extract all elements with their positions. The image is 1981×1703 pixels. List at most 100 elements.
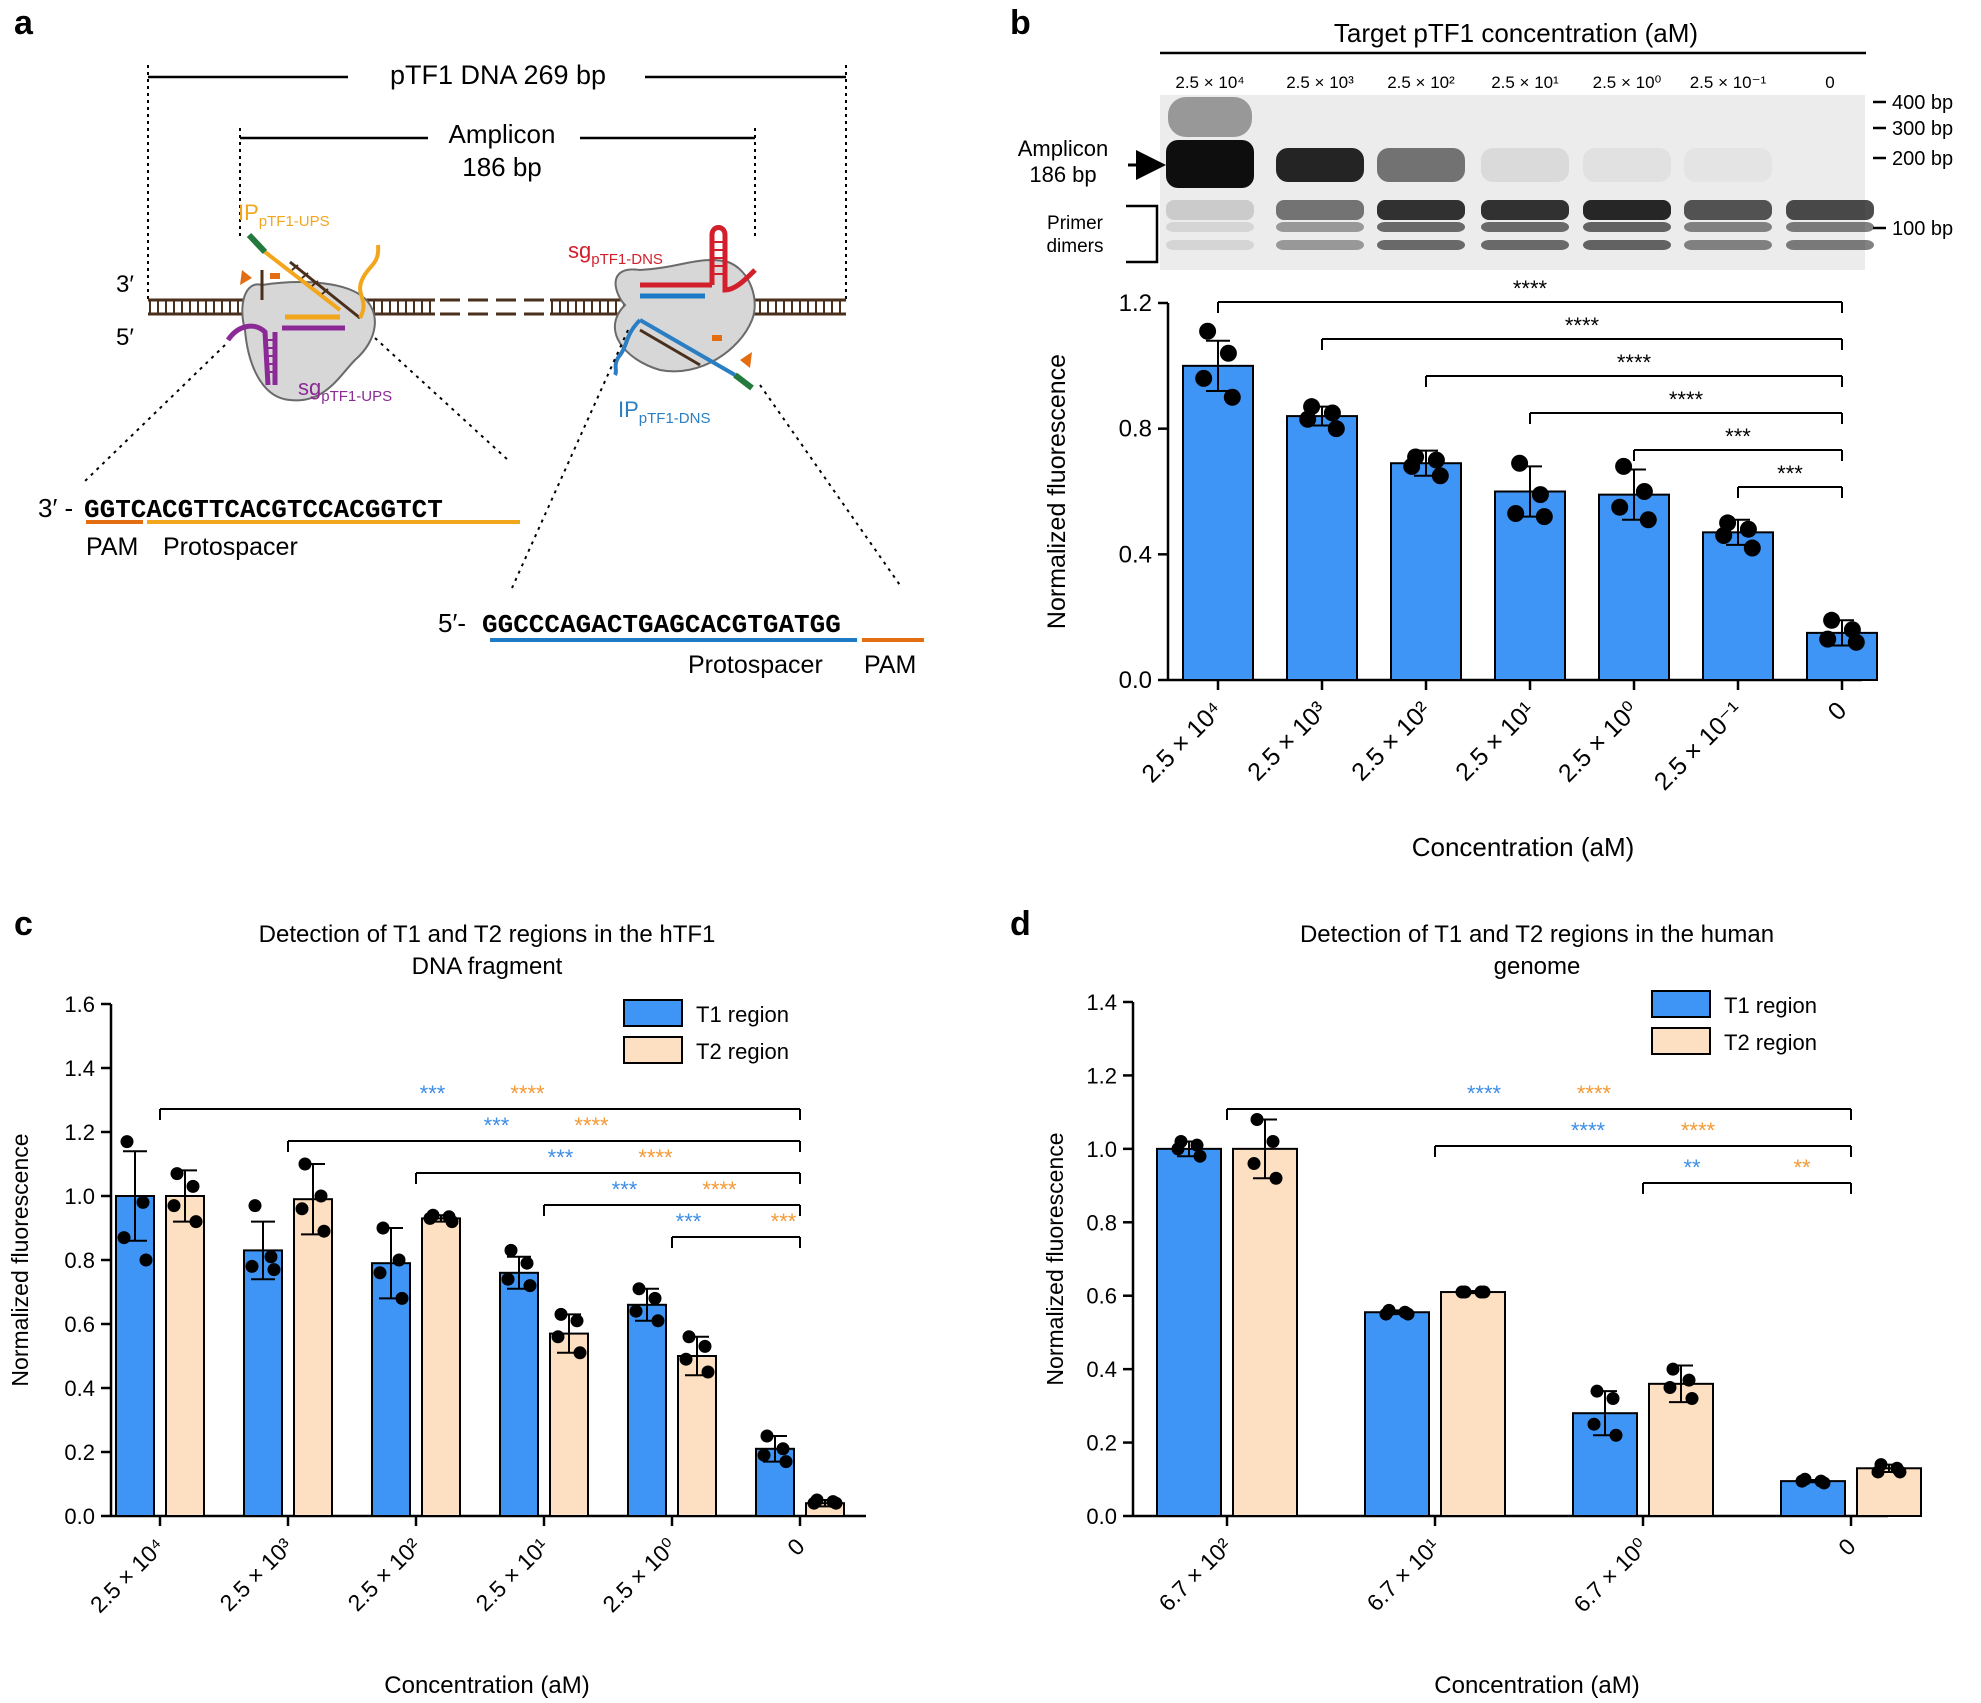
legend-label: T2 region: [1724, 1030, 1817, 1055]
bar: [627, 1303, 667, 1518]
data-point: [698, 1339, 712, 1353]
gel-lane-label: 2.5 × 10⁻¹: [1690, 73, 1767, 92]
y-tick-label: 0.4: [1086, 1357, 1117, 1382]
x-tick-label: 2.5 × 10²: [342, 1533, 425, 1616]
gel-amplicon-label-2: 186 bp: [1029, 162, 1096, 187]
data-point: [1401, 1307, 1415, 1321]
data-point: [1615, 457, 1633, 475]
data-point: [1193, 1149, 1207, 1163]
y-axis-label: Normalized fluorescence: [1043, 354, 1071, 629]
y-tick-label: 1.2: [1086, 1063, 1117, 1088]
data-point: [651, 1314, 665, 1328]
data-point: [295, 1202, 309, 1216]
gel-primer-band: [1481, 200, 1569, 220]
y-tick-label: 0.0: [1119, 667, 1152, 694]
sg-upstream-sub: pTF1-UPS: [321, 388, 392, 405]
x-tick-label: 2.5 × 10³: [1242, 696, 1332, 786]
data-point: [629, 1304, 643, 1318]
data-point: [523, 1279, 537, 1293]
x-tick-label: 2.5 × 10⁴: [85, 1533, 170, 1618]
gel-lane-label: 2.5 × 10⁴: [1175, 73, 1244, 92]
gel-primer-band: [1583, 222, 1671, 232]
ip-downstream-label: IPpTF1-DNS: [618, 397, 710, 427]
data-point: [554, 1307, 568, 1321]
data-point: [1715, 526, 1733, 544]
data-point: [167, 1199, 181, 1213]
gel-marker-label: 300 bp: [1892, 118, 1953, 140]
data-point: [1269, 1171, 1283, 1185]
y-tick-label: 0.8: [64, 1248, 95, 1273]
bar: [1598, 493, 1670, 681]
chart-title-line-2: genome: [1494, 953, 1581, 980]
gel-primer-band: [1786, 200, 1874, 220]
x-tick-label: 0: [1823, 696, 1853, 726]
bar: [243, 1249, 283, 1518]
legend-swatch: [623, 999, 683, 1027]
legend-swatch: [623, 1036, 683, 1064]
significance-label-t2: **: [1793, 1155, 1811, 1180]
significance-label-t2: ****: [574, 1113, 609, 1138]
gel-primer-band: [1583, 200, 1671, 220]
data-point: [573, 1346, 587, 1360]
bar: [1156, 1147, 1222, 1518]
significance-label-t2: ****: [638, 1145, 673, 1170]
panel-label-d: d: [1010, 905, 1031, 943]
data-point: [1507, 504, 1525, 522]
gel-primer-band: [1377, 240, 1465, 250]
strand-5-label: 5′: [116, 324, 134, 351]
data-point: [648, 1291, 662, 1305]
panel-label-a: a: [14, 4, 34, 42]
data-point: [1609, 1428, 1623, 1442]
data-point: [245, 1259, 259, 1273]
y-axis-label: Normalized fluorescence: [1042, 1132, 1068, 1385]
data-point: [1739, 520, 1757, 538]
ip-upstream-probe: [240, 232, 381, 320]
data-point: [1743, 539, 1761, 557]
bar: [165, 1195, 205, 1517]
seq1-prefix: 3′ -: [38, 493, 73, 523]
gel-well-smear: [1168, 97, 1252, 137]
data-point: [373, 1266, 387, 1280]
significance-label-t2: ****: [1681, 1118, 1716, 1143]
data-point: [314, 1189, 328, 1203]
y-tick-label: 0.4: [64, 1376, 95, 1401]
sg-downstream-sub: pTF1-DNS: [591, 251, 663, 268]
gel-primer-band: [1481, 222, 1569, 232]
data-point: [1223, 388, 1241, 406]
y-tick-label: 0.8: [1119, 416, 1152, 443]
x-axis-label: Concentration (aM): [1412, 832, 1635, 862]
gel-marker-label: 200 bp: [1892, 148, 1953, 170]
gel-amplicon-label-1: Amplicon: [1018, 136, 1108, 161]
seq2-protospacer-label: Protospacer: [688, 651, 823, 679]
gel-lane-label: 2.5 × 10³: [1286, 73, 1354, 92]
significance-label-t1: ***: [484, 1113, 510, 1138]
y-tick-label: 0.0: [64, 1504, 95, 1529]
x-tick-label: 6.7 × 10⁰: [1568, 1533, 1652, 1617]
data-point: [1590, 1384, 1604, 1398]
zoom-line-1a: [83, 344, 226, 483]
gel-primer-band: [1786, 222, 1874, 232]
seq2-prefix: 5′-: [438, 608, 466, 638]
zoom-line-2a: [511, 329, 629, 589]
data-point: [445, 1215, 459, 1229]
y-tick-label: 1.6: [64, 992, 95, 1017]
significance-label-t1: ****: [1467, 1081, 1502, 1106]
significance-label-t2: ****: [510, 1081, 545, 1106]
panel-b-gel: Target pTF1 concentration (aM) 2.5 × 10⁴…: [1018, 18, 1953, 270]
bar: [293, 1198, 333, 1517]
data-point: [1403, 457, 1421, 475]
bar: [1648, 1382, 1714, 1518]
data-point: [1171, 1142, 1185, 1156]
bar: [1232, 1147, 1298, 1518]
bar: [1286, 415, 1358, 681]
gel-lane-label: 0: [1825, 73, 1834, 92]
x-tick-label: 2.5 × 10¹: [470, 1533, 553, 1616]
gel-primer-band: [1276, 240, 1364, 250]
significance-label-t2: ****: [702, 1177, 737, 1202]
legend-label: T1 region: [1724, 993, 1817, 1018]
x-tick-label: 2.5 × 10⁰: [597, 1533, 681, 1617]
x-tick-label: 0: [1833, 1533, 1860, 1560]
significance-label-t2: ****: [1577, 1081, 1612, 1106]
x-tick-label: 2.5 × 10⁻¹: [1649, 696, 1748, 795]
